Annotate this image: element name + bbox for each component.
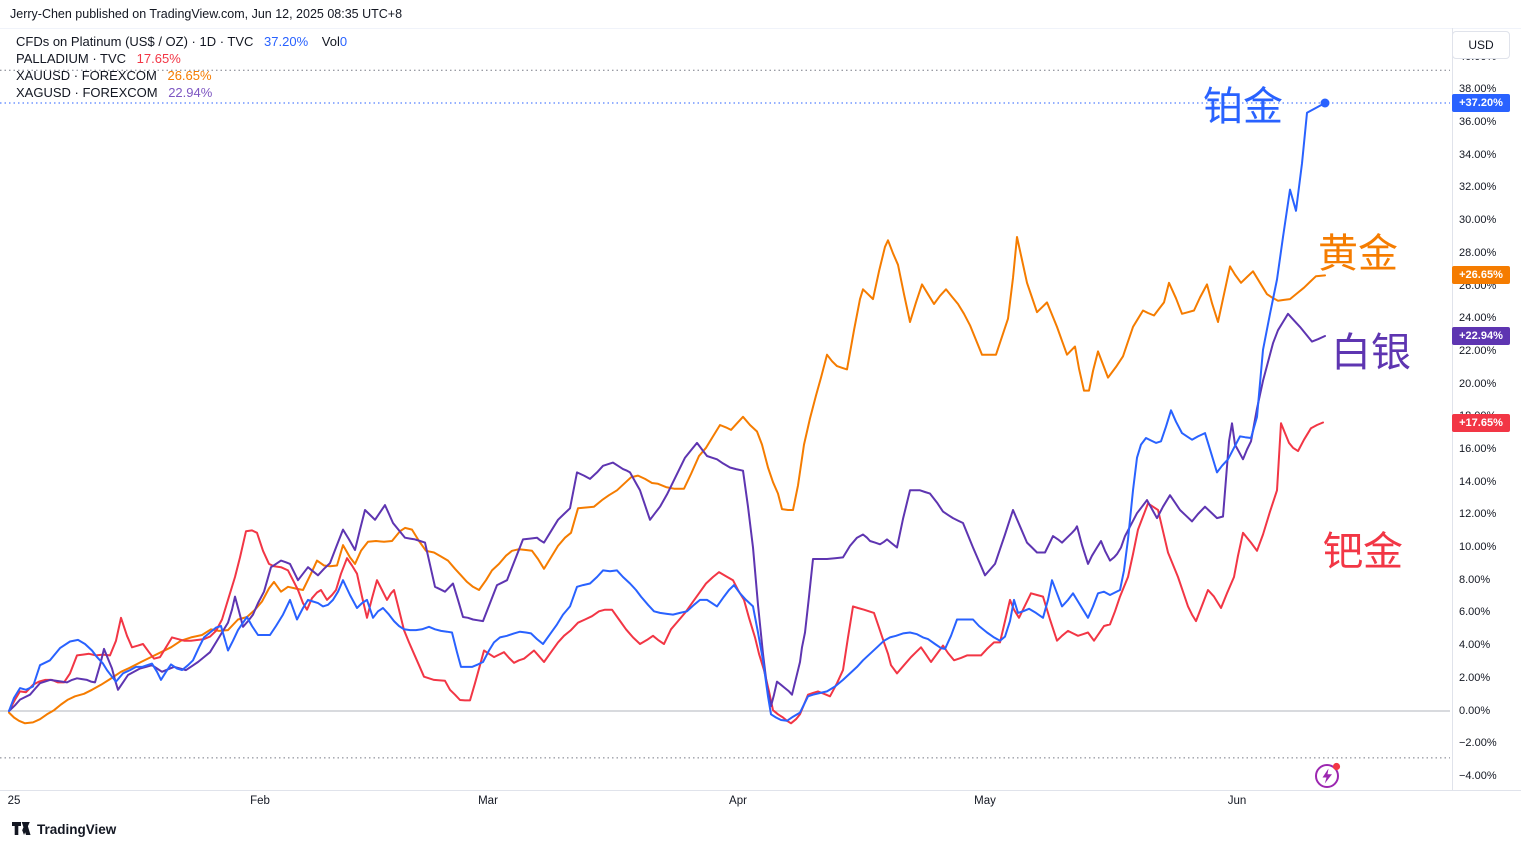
legend-row-palladium[interactable]: PALLADIUM · TVC 17.65% <box>16 50 347 67</box>
series-line-palladium <box>8 421 1324 725</box>
price-tick-label: 10.00% <box>1459 541 1497 554</box>
symbol-title: CFDs on Platinum (US$ / OZ) · 1D · TVC <box>16 34 254 49</box>
price-tick-label: 38.00% <box>1459 83 1497 96</box>
tradingview-logo-icon <box>12 822 31 835</box>
widget-top-border <box>0 28 1521 29</box>
legend-row-xagusd[interactable]: XAGUSD · FOREXCOM 22.94% <box>16 84 347 101</box>
price-tick-label: 20.00% <box>1459 377 1497 390</box>
price-tick-label: 4.00% <box>1459 639 1491 652</box>
time-tick-label: 25 <box>7 795 21 807</box>
price-tick-label: 12.00% <box>1459 508 1497 521</box>
price-tick-label: 34.00% <box>1459 148 1497 161</box>
tradingview-logo[interactable]: TradingView <box>12 822 116 837</box>
time-axis-separator <box>0 790 1521 791</box>
symbol-change: 17.65% <box>136 51 181 66</box>
symbol-title: XAGUSD · FOREXCOM <box>16 85 158 100</box>
notification-dot <box>1332 762 1341 771</box>
symbol-title: PALLADIUM · TVC <box>16 51 127 66</box>
price-axis-separator <box>1452 28 1453 790</box>
price-tick-label: 30.00% <box>1459 214 1497 227</box>
price-badge: +22.94% <box>1452 327 1510 346</box>
price-tick-label: 8.00% <box>1459 573 1491 586</box>
price-tick-label: −4.00% <box>1459 769 1497 782</box>
price-badge: +26.65% <box>1452 266 1510 285</box>
price-tick-label: 24.00% <box>1459 312 1497 325</box>
symbol-change: 26.65% <box>167 68 212 83</box>
vol-value: 0 <box>339 34 348 49</box>
symbol-change: 37.20% <box>264 34 309 49</box>
tradingview-logo-text: TradingView <box>37 822 117 837</box>
price-badge: +37.20% <box>1452 93 1510 112</box>
series-line-silver <box>8 312 1326 712</box>
silver-label-cn: 白银 <box>1331 331 1411 375</box>
series-line-gold <box>8 236 1326 725</box>
price-tick-label: 6.00% <box>1459 606 1491 619</box>
series-line-platinum <box>8 102 1326 722</box>
vol-label: Vol <box>321 34 340 49</box>
time-tick-label: Mar <box>478 795 498 807</box>
time-tick-label: Jun <box>1227 795 1247 807</box>
price-tick-label: 14.00% <box>1459 475 1497 488</box>
price-tick-label: 2.00% <box>1459 671 1491 684</box>
palladium-label-cn: 钯金 <box>1323 530 1403 574</box>
price-tick-label: −2.00% <box>1459 737 1497 750</box>
price-tick-label: 32.00% <box>1459 181 1497 194</box>
price-tick-label: 22.00% <box>1459 344 1497 357</box>
gold-label-cn: 黄金 <box>1318 232 1398 276</box>
price-tick-label: 0.00% <box>1459 704 1491 717</box>
time-tick-label: Apr <box>729 795 747 807</box>
time-tick-label: May <box>974 795 996 807</box>
legend-row-xauusd[interactable]: XAUUSD · FOREXCOM 26.65% <box>16 67 347 84</box>
legend: CFDs on Platinum (US$ / OZ) · 1D · TVC 3… <box>16 33 347 101</box>
symbol-title: XAUUSD · FOREXCOM <box>16 68 157 83</box>
price-badge: +17.65% <box>1452 413 1510 432</box>
price-tick-label: 36.00% <box>1459 116 1497 129</box>
platinum-label-cn: 铂金 <box>1203 85 1283 129</box>
attribution-text: Jerry-Chen published on TradingView.com,… <box>10 7 403 21</box>
price-tick-label: 16.00% <box>1459 442 1497 455</box>
legend-row-platinum[interactable]: CFDs on Platinum (US$ / OZ) · 1D · TVC 3… <box>16 33 347 50</box>
time-tick-label: Feb <box>250 795 270 807</box>
currency-scale-button[interactable]: USD <box>1452 31 1510 59</box>
last-price-marker <box>1320 98 1330 108</box>
symbol-change: 22.94% <box>168 85 213 100</box>
price-tick-label: 28.00% <box>1459 246 1497 259</box>
lightning-icon[interactable] <box>1312 761 1348 797</box>
